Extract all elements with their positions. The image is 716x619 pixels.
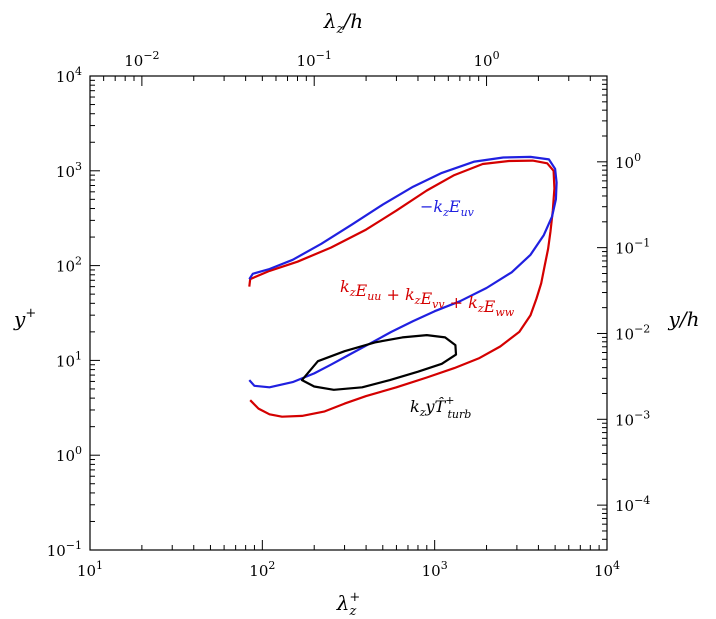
x-tick-label: 104: [594, 559, 620, 580]
x-tick-label: 102: [249, 559, 275, 580]
series-curve-1: [248, 155, 558, 389]
y-tick-label: 101: [56, 349, 82, 370]
x-axis-title: λz+: [336, 590, 360, 619]
plot-frame: [89, 75, 608, 551]
right-tick-label: 10−2: [615, 322, 650, 343]
y-axis-title: y+: [13, 306, 36, 331]
series-curve-0: [248, 159, 556, 418]
y-tick-label: 104: [56, 65, 82, 86]
top-tick-label: 100: [473, 49, 499, 70]
right-tick-label: 10−3: [615, 408, 650, 429]
x-tick-label: 103: [422, 559, 448, 580]
label-kzEuu-sum: kzEuu + kzEvv + kzEww: [340, 277, 515, 319]
y-tick-label: 102: [56, 255, 82, 276]
y-tick-label: 10−1: [47, 539, 82, 560]
right-tick-label: 10−1: [615, 237, 650, 258]
label-kzyTturb: kzyT̂+ turb: [410, 394, 471, 421]
right-tick-label: 10−4: [615, 494, 650, 515]
y-tick-label: 103: [56, 160, 82, 181]
top-axis-title: λz/h: [323, 9, 363, 37]
top-tick-label: 10−2: [124, 49, 159, 70]
right-axis-title: y/h: [668, 307, 700, 331]
y-tick-label: 100: [56, 444, 82, 465]
top-tick-label: 10−1: [297, 49, 332, 70]
series-curve-2: [300, 334, 458, 391]
right-tick-label: 100: [615, 151, 641, 172]
x-tick-label: 101: [77, 559, 103, 580]
label-kzEuv: −kzEuv: [420, 197, 475, 219]
